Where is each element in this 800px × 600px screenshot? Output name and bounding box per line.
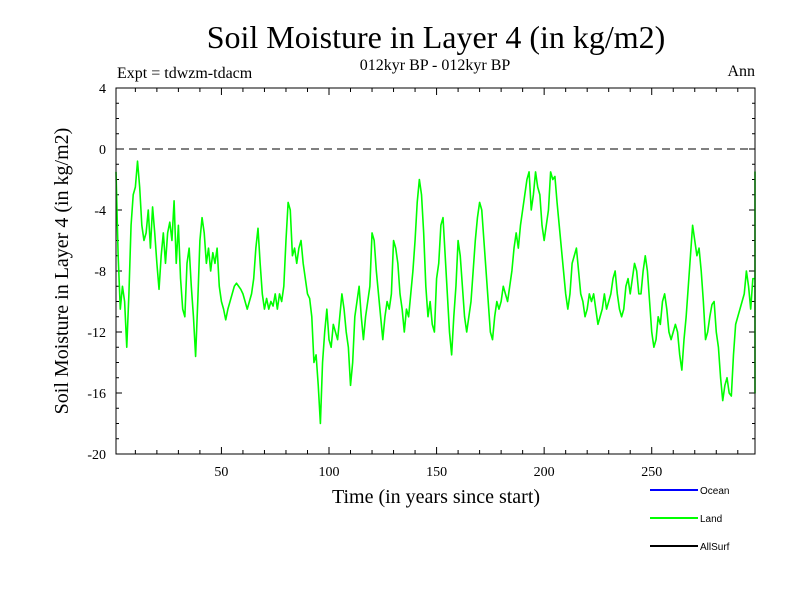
x-axis-label: Time (in years since start) [332, 486, 540, 508]
x-tick-label: 150 [426, 465, 447, 480]
experiment-label: Expt = tdwzm-tdacm [117, 65, 253, 82]
y-tick-label: -4 [94, 204, 106, 219]
y-tick-label: -12 [87, 326, 106, 341]
legend-label-allsurf: AllSurf [700, 542, 730, 553]
season-label: Ann [727, 63, 755, 80]
y-tick-label: -8 [94, 265, 106, 280]
y-tick-label: -16 [87, 387, 106, 402]
y-tick-label: -20 [87, 448, 106, 463]
x-tick-label: 100 [319, 465, 340, 480]
legend: Ocean Land AllSurf [650, 486, 730, 553]
legend-label-land: Land [700, 514, 722, 525]
y-tick-label: 4 [99, 82, 106, 97]
legend-label-ocean: Ocean [700, 486, 729, 497]
plot-area-frame [115, 87, 756, 455]
x-tick-label: 250 [641, 465, 662, 480]
chart-title: Soil Moisture in Layer 4 (in kg/m2) [207, 19, 666, 55]
x-axis-ticks: 50 100 150 200 250 [134, 88, 739, 480]
y-tick-label: 0 [99, 143, 106, 158]
x-tick-label: 200 [534, 465, 555, 480]
x-tick-label: 50 [214, 465, 228, 480]
chart-subtitle: 012kyr BP - 012kyr BP [360, 57, 511, 74]
y-axis-ticks: 4 0 -4 -8 -12 -16 -20 [87, 82, 755, 463]
y-axis-label: Soil Moisture in Layer 4 (in kg/m2) [51, 128, 73, 415]
